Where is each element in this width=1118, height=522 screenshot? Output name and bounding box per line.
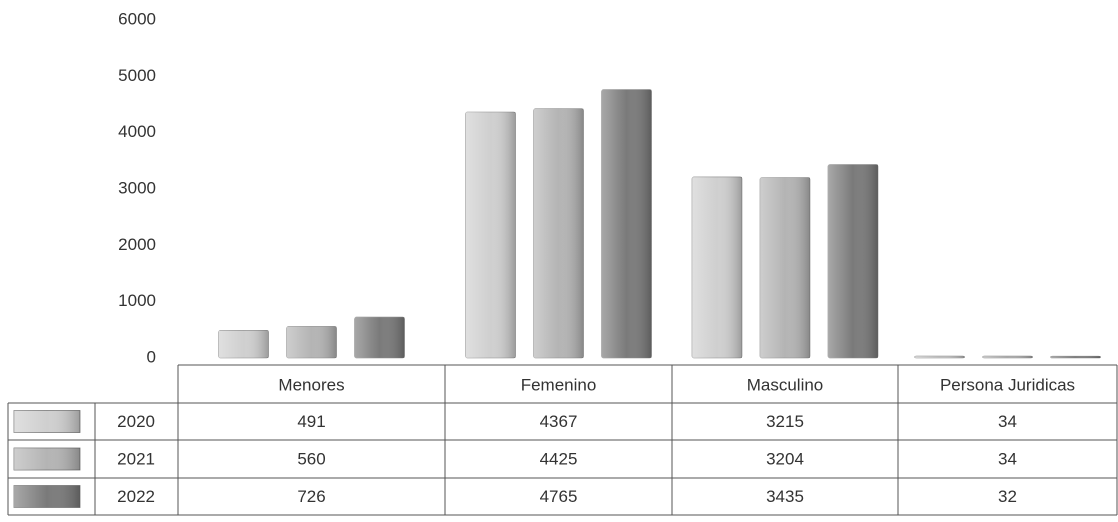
y-tick-label: 6000 bbox=[118, 9, 156, 28]
bar bbox=[1050, 355, 1101, 359]
x-tick-label: Femenino bbox=[521, 375, 597, 394]
table-value: 726 bbox=[297, 487, 325, 506]
table-value: 4765 bbox=[540, 487, 578, 506]
y-tick-label: 4000 bbox=[118, 122, 156, 141]
table-value: 491 bbox=[297, 412, 325, 431]
y-tick-label: 5000 bbox=[118, 66, 156, 85]
table-value: 3204 bbox=[766, 449, 804, 468]
table-value: 34 bbox=[998, 412, 1017, 431]
legend-swatch-shade bbox=[14, 485, 80, 508]
legend-swatch-shade bbox=[14, 448, 80, 470]
table-value: 3215 bbox=[766, 412, 804, 431]
table-value: 4425 bbox=[540, 449, 578, 468]
bar bbox=[914, 355, 965, 359]
y-tick-label: 0 bbox=[147, 347, 156, 366]
legend-label: 2021 bbox=[117, 449, 155, 468]
bar bbox=[354, 316, 405, 359]
bar bbox=[827, 164, 879, 359]
bar bbox=[286, 326, 337, 359]
legend-swatch-shade bbox=[14, 410, 80, 433]
legend-label: 2022 bbox=[117, 487, 155, 506]
bar bbox=[465, 111, 516, 359]
y-tick-label: 1000 bbox=[118, 291, 156, 310]
x-tick-label: Persona Juridicas bbox=[940, 375, 1075, 394]
table-value: 3435 bbox=[766, 487, 804, 506]
legend-label: 2020 bbox=[117, 412, 155, 431]
bar bbox=[601, 89, 652, 359]
x-tick-label: Masculino bbox=[747, 375, 824, 394]
table-value: 560 bbox=[297, 449, 325, 468]
y-tick-label: 2000 bbox=[118, 235, 156, 254]
bar bbox=[533, 108, 584, 359]
bar bbox=[759, 177, 811, 359]
y-tick-label: 3000 bbox=[118, 178, 156, 197]
bar bbox=[982, 355, 1033, 359]
x-tick-label: Menores bbox=[278, 375, 344, 394]
table-value: 34 bbox=[998, 449, 1017, 468]
bar bbox=[218, 330, 269, 359]
bar bbox=[691, 176, 743, 359]
table-value: 32 bbox=[998, 487, 1017, 506]
table-value: 4367 bbox=[540, 412, 578, 431]
